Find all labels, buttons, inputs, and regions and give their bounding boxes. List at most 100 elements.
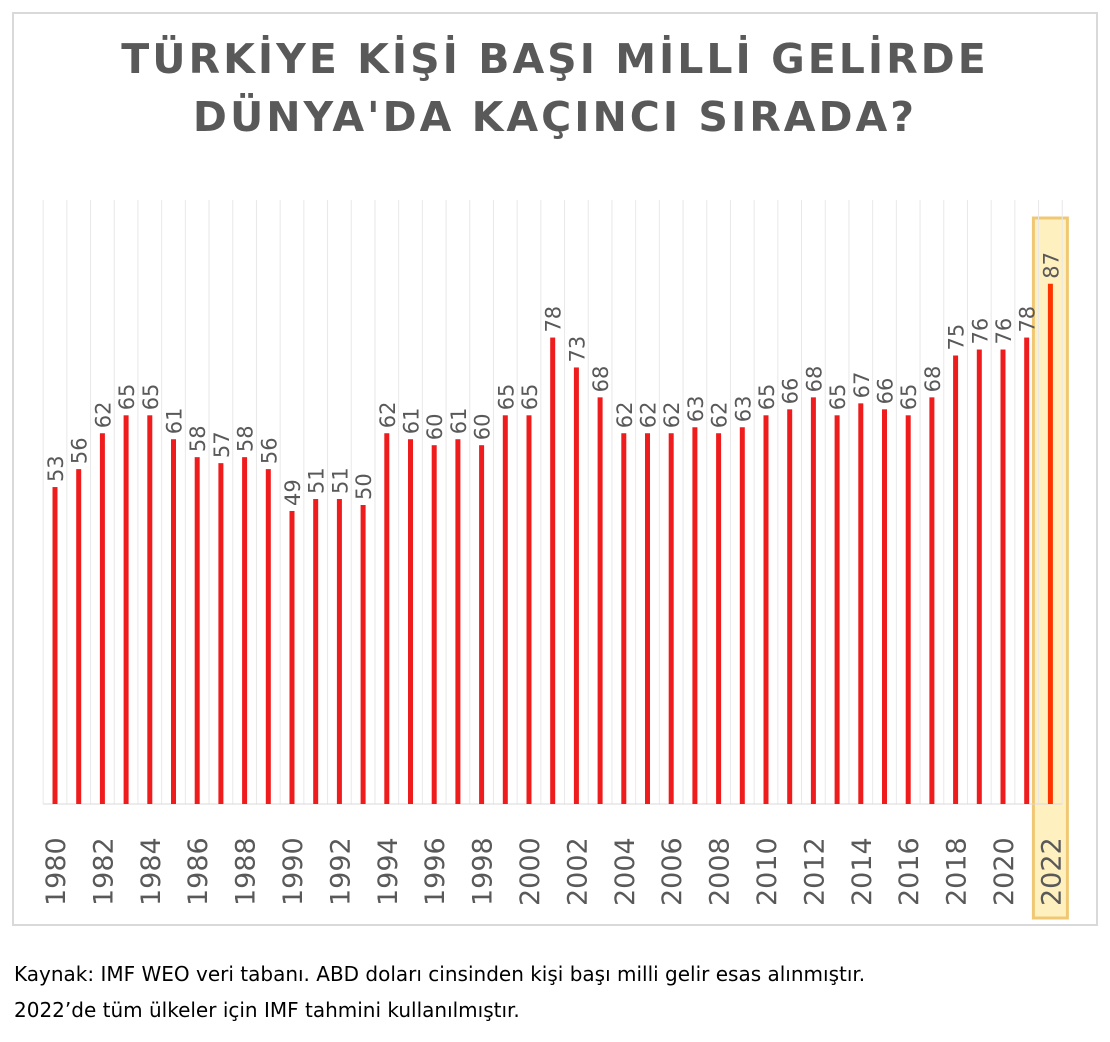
data-label: 68 [921,366,945,393]
data-label: 58 [186,425,210,452]
data-label: 68 [589,366,613,393]
data-label: 61 [447,407,471,434]
bar [929,397,935,804]
chart-title-line-1: TÜRKİYE KİŞİ BAŞI MİLLİ GELİRDE [121,35,989,83]
bar [763,415,769,804]
data-label: 49 [281,479,305,506]
data-label: 61 [400,407,424,434]
x-tick-label: 2022 [1036,837,1067,906]
bar [692,427,698,804]
x-tick-label: 2016 [894,837,925,906]
data-label: 62 [376,402,400,429]
data-label: 66 [779,378,803,405]
data-label: 67 [850,372,874,399]
bar [194,457,200,804]
data-label: 62 [637,402,661,429]
bar [336,499,342,804]
data-label: 50 [352,473,376,500]
bar [171,439,176,804]
bar [242,457,248,804]
x-tick-label: 1990 [278,837,309,906]
bar [716,433,722,804]
chart-title: TÜRKİYE KİŞİ BAŞI MİLLİ GELİRDE DÜNYA'DA… [0,30,1110,146]
x-tick-label: 1982 [88,837,119,906]
bar [882,409,887,804]
data-label: 65 [755,384,779,411]
data-label: 51 [328,467,352,494]
x-tick-label: 1984 [136,837,167,906]
chart-title-line-2: DÜNYA'DA KAÇINCI SIRADA? [192,93,918,141]
data-label: 61 [163,407,187,434]
bar [834,415,840,804]
data-label: 62 [91,402,115,429]
data-label: 78 [542,306,566,333]
data-label: 87 [1039,252,1063,279]
source-note: Kaynak: IMF WEO veri tabanı. ABD doları … [14,956,1104,1028]
bar [408,439,413,804]
bar [123,415,129,804]
bar [597,397,603,804]
x-tick-label: 1998 [468,837,499,906]
bar [526,415,532,804]
data-label: 60 [471,413,495,440]
data-label: 58 [234,425,258,452]
bar [739,427,745,804]
data-label: 73 [565,336,589,363]
x-tick-label: 2020 [989,837,1020,906]
bar [810,397,816,804]
data-label: 66 [874,378,898,405]
x-tick-label: 1986 [183,837,214,906]
data-label: 65 [115,384,139,411]
x-tick-label: 2006 [657,837,688,906]
x-tick-label: 2012 [799,837,830,906]
bar [573,367,579,804]
bar [289,510,295,804]
bar [52,487,58,804]
x-tick-label: 1996 [420,837,451,906]
x-tick-label: 2004 [610,837,641,906]
data-label: 63 [731,396,755,423]
bar [479,445,485,804]
x-tick-label: 1980 [41,837,72,906]
source-note-line-2: 2022’de tüm ülkeler için IMF tahmini kul… [14,998,520,1022]
data-label: 53 [44,455,68,482]
bar [384,433,390,804]
bar [265,469,271,804]
bar [502,415,508,804]
bar [1047,283,1053,804]
data-label: 65 [897,384,921,411]
bar [313,499,319,804]
data-label: 62 [660,402,684,429]
bar [99,433,105,804]
data-label: 62 [708,402,732,429]
x-tick-label: 1992 [325,837,356,906]
bar [147,415,153,804]
x-tick-label: 2000 [515,837,546,906]
bar [787,409,793,804]
data-label: 65 [139,384,163,411]
data-label: 76 [968,318,992,345]
bar [621,433,627,804]
data-label: 65 [518,384,542,411]
bar [645,433,650,804]
bar [953,355,959,804]
data-label: 68 [802,366,826,393]
bar [976,349,982,804]
data-label: 75 [945,324,969,351]
bar [905,415,911,804]
bar [1000,349,1006,804]
data-label: 51 [305,467,329,494]
data-label: 76 [992,318,1016,345]
data-label: 65 [826,384,850,411]
x-tick-label: 2002 [562,837,593,906]
data-label: 56 [68,437,92,464]
bar [858,403,864,804]
source-note-line-1: Kaynak: IMF WEO veri tabanı. ABD doları … [14,962,866,986]
bar [455,439,461,804]
bar [550,337,556,804]
bar [218,463,224,804]
x-tick-label: 2008 [705,837,736,906]
data-label: 62 [613,402,637,429]
x-tick-label: 1988 [231,837,262,906]
